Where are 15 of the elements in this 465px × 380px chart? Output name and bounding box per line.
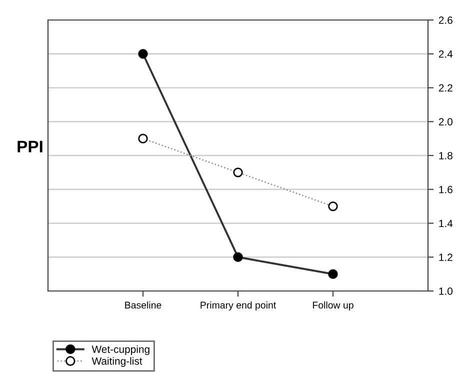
- x-tick-label: Follow up: [312, 301, 354, 310]
- y-tick-label: 2.6: [438, 16, 452, 24]
- y-tick-label: 1.0: [439, 288, 452, 295]
- y-tick-label: 1.4: [439, 220, 453, 228]
- y-tick-label: 2.2: [438, 84, 452, 92]
- legend-label: Waiting-list: [92, 357, 142, 367]
- y-tick-label: 1.2: [439, 254, 452, 261]
- y-tick-label: 2.0: [438, 118, 452, 126]
- x-tick-label: Primary end point: [200, 301, 276, 310]
- legend-label: Wet-cupping: [92, 345, 150, 356]
- y-tick-label: 1.6: [439, 186, 452, 194]
- y-tick-label: 1.8: [439, 152, 452, 160]
- x-tick-label: Baseline: [125, 301, 162, 309]
- y-axis-title: PPI: [18, 140, 42, 152]
- y-tick-label: 2.4: [438, 50, 453, 58]
